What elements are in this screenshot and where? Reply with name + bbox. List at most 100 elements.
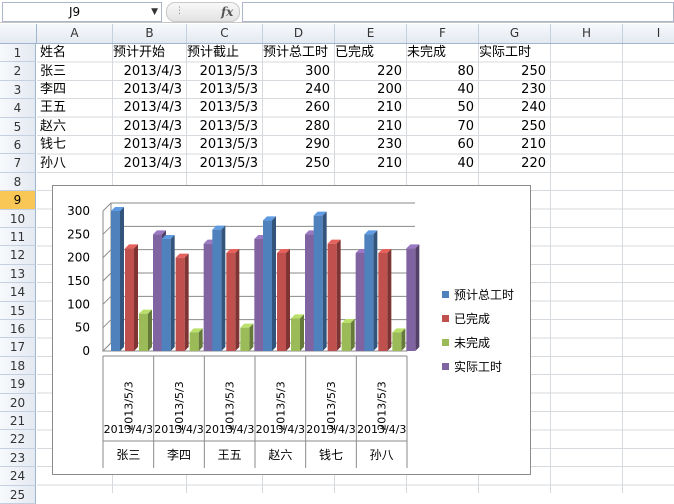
row-header-8[interactable]: 8 xyxy=(0,172,36,192)
column-header-g[interactable]: G xyxy=(479,24,551,43)
column-header-d[interactable]: D xyxy=(263,24,335,43)
table-cell[interactable]: 240 xyxy=(305,82,330,97)
table-cell[interactable]: 王五 xyxy=(40,100,67,116)
table-cell[interactable]: 250 xyxy=(305,155,330,171)
column-header-i[interactable]: I xyxy=(623,24,674,43)
column-header-f[interactable]: F xyxy=(407,24,479,43)
column-header-e[interactable]: E xyxy=(335,24,407,43)
header-cell[interactable]: 预计截止 xyxy=(187,45,240,61)
column-header-h[interactable]: H xyxy=(551,24,623,43)
table-cell[interactable]: 220 xyxy=(521,155,546,171)
x-start-date-label: 2013/4/3 xyxy=(104,423,153,436)
row-header-14[interactable]: 14 xyxy=(0,283,36,302)
row-header-10[interactable]: 10 xyxy=(0,209,36,228)
row-header-18[interactable]: 18 xyxy=(0,356,36,376)
table-cell[interactable]: 50 xyxy=(457,100,474,116)
header-cell[interactable]: 已完成 xyxy=(335,45,375,61)
chevron-down-icon[interactable]: ▼ xyxy=(151,7,158,17)
row-header-3[interactable]: 3 xyxy=(0,80,36,100)
table-cell[interactable]: 60 xyxy=(457,137,474,153)
row-header-22[interactable]: 22 xyxy=(0,430,36,449)
table-cell[interactable]: 孙八 xyxy=(40,155,67,171)
table-cell[interactable]: 赵六 xyxy=(40,118,67,134)
insert-function-button[interactable]: fx xyxy=(221,5,234,19)
row-header-23[interactable]: 23 xyxy=(0,448,36,468)
table-cell[interactable]: 2013/4/3 xyxy=(123,137,182,153)
row-header-5[interactable]: 5 xyxy=(0,117,36,136)
table-cell[interactable]: 2013/5/3 xyxy=(199,82,258,97)
table-cell[interactable]: 250 xyxy=(521,63,546,79)
row-header-24[interactable]: 24 xyxy=(0,467,36,486)
row-header-1[interactable]: 1 xyxy=(0,44,36,63)
select-all-corner[interactable] xyxy=(0,24,37,43)
row-header-19[interactable]: 19 xyxy=(0,375,36,394)
row-header-4[interactable]: 4 xyxy=(0,99,36,118)
table-cell[interactable]: 2013/4/3 xyxy=(123,118,182,134)
row-header-20[interactable]: 20 xyxy=(0,393,36,412)
formula-input[interactable] xyxy=(242,2,674,22)
column-header-b[interactable]: B xyxy=(113,24,187,43)
table-cell[interactable]: 钱七 xyxy=(40,137,67,153)
table-cell[interactable]: 2013/4/3 xyxy=(123,82,182,97)
table-cell[interactable]: 210 xyxy=(377,118,402,134)
table-cell[interactable]: 210 xyxy=(521,137,546,153)
table-cell[interactable]: 290 xyxy=(305,137,330,153)
table-cell[interactable]: 210 xyxy=(377,100,402,116)
table-cell[interactable]: 2013/4/3 xyxy=(123,100,182,116)
column-header-a[interactable]: A xyxy=(37,24,113,43)
table-cell[interactable]: 2013/5/3 xyxy=(199,63,258,79)
table-cell[interactable]: 张三 xyxy=(40,63,67,79)
table-cell[interactable]: 300 xyxy=(305,63,330,79)
table-cell[interactable]: 220 xyxy=(377,63,402,79)
row-header-13[interactable]: 13 xyxy=(0,264,36,284)
table-cell[interactable]: 230 xyxy=(521,82,546,97)
header-cell[interactable]: 姓名 xyxy=(40,45,67,61)
row-header-12[interactable]: 12 xyxy=(0,246,36,265)
x-end-date-label: 2013/5/3 xyxy=(173,381,186,430)
table-cell[interactable]: 260 xyxy=(305,100,330,116)
table-cell[interactable]: 2013/5/3 xyxy=(199,100,258,116)
row-header-21[interactable]: 21 xyxy=(0,412,36,431)
name-box[interactable]: J9 ▼ xyxy=(2,2,162,22)
table-cell[interactable]: 李四 xyxy=(40,82,67,97)
header-cell[interactable]: 实际工时 xyxy=(479,45,532,61)
table-cell[interactable]: 200 xyxy=(377,82,402,97)
table-cell[interactable]: 80 xyxy=(457,63,474,79)
header-cell[interactable]: 未完成 xyxy=(407,45,447,61)
row-header-6[interactable]: 6 xyxy=(0,136,36,155)
x-end-date-label: 2013/5/3 xyxy=(122,381,135,430)
row-header-7[interactable]: 7 xyxy=(0,154,36,173)
table-cell[interactable]: 210 xyxy=(377,155,402,171)
x-end-date-label: 2013/5/3 xyxy=(376,381,389,430)
table-cell[interactable]: 2013/4/3 xyxy=(123,63,182,79)
cell-reference: J9 xyxy=(69,5,81,19)
row-header-9[interactable]: 9 xyxy=(0,191,36,210)
table-cell[interactable]: 2013/5/3 xyxy=(199,137,258,153)
table-cell[interactable]: 40 xyxy=(457,155,474,171)
x-start-date-label: 2013/4/3 xyxy=(357,423,406,436)
row-header-25[interactable]: 25 xyxy=(0,485,36,504)
table-cell[interactable]: 2013/5/3 xyxy=(199,118,258,134)
row-header-2[interactable]: 2 xyxy=(0,62,36,81)
bar xyxy=(161,235,175,351)
y-tick-label: 200 xyxy=(67,251,90,265)
x-category-label: 孙八 xyxy=(370,448,394,462)
table-cell[interactable]: 250 xyxy=(521,118,546,134)
table-cell[interactable]: 70 xyxy=(457,118,474,134)
row-header-11[interactable]: 11 xyxy=(0,228,36,247)
table-cell[interactable]: 240 xyxy=(521,100,546,116)
table-cell[interactable]: 280 xyxy=(305,118,330,134)
header-cell[interactable]: 预计开始 xyxy=(113,45,166,61)
row-header-17[interactable]: 17 xyxy=(0,338,36,357)
header-cell[interactable]: 预计总工时 xyxy=(263,45,329,61)
legend-label: 实际工时 xyxy=(454,360,503,374)
row-header-16[interactable]: 16 xyxy=(0,320,36,339)
table-cell[interactable]: 2013/4/3 xyxy=(123,155,182,171)
table-cell[interactable]: 40 xyxy=(457,82,474,97)
resize-handle-icon[interactable]: ⋮ xyxy=(175,6,184,16)
column-header-c[interactable]: C xyxy=(187,24,263,43)
row-header-15[interactable]: 15 xyxy=(0,301,36,320)
table-cell[interactable]: 2013/5/3 xyxy=(199,155,258,171)
table-cell[interactable]: 230 xyxy=(377,137,402,153)
chart[interactable]: 0 50 100 150 200 250 300 2013/5/3 2013/4/3 张三 2013… xyxy=(52,185,531,475)
